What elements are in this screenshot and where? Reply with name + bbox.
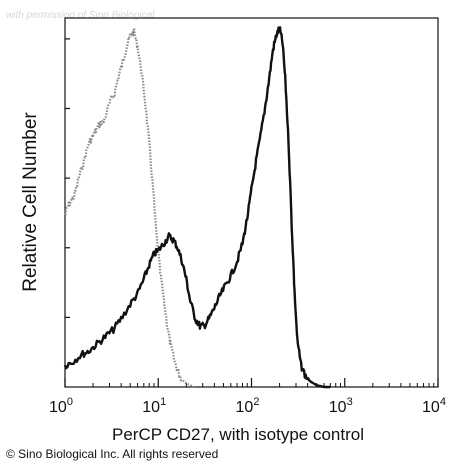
y-axis-ticks bbox=[65, 38, 70, 318]
y-axis-label: Relative Cell Number bbox=[20, 112, 41, 292]
watermark: with permission of Sino Biological bbox=[6, 10, 155, 21]
percp-cd27-series bbox=[63, 26, 331, 389]
x-tick-label: 101 bbox=[142, 396, 166, 416]
x-axis-ticks: 100 101 102 103 104 bbox=[49, 378, 446, 416]
x-tick-label: 102 bbox=[236, 396, 260, 416]
isotype-control-series bbox=[64, 27, 195, 388]
x-tick-label: 104 bbox=[422, 396, 446, 416]
x-tick-label: 100 bbox=[49, 396, 73, 416]
x-tick-label: 103 bbox=[329, 396, 353, 416]
x-axis-label: PerCP CD27, with isotype control bbox=[112, 425, 364, 444]
plot-frame bbox=[64, 17, 439, 388]
series-layer bbox=[63, 26, 331, 389]
copyright-notice: © Sino Biological Inc. All rights reserv… bbox=[6, 447, 218, 461]
